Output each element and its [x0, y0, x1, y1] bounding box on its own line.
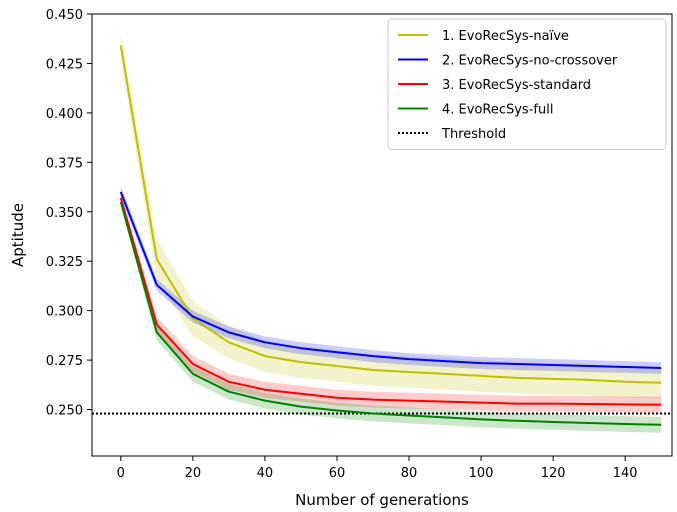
- legend-label: Threshold: [441, 127, 506, 142]
- y-tick-label: 0.325: [46, 255, 83, 270]
- series-1-line: [119, 45, 662, 384]
- series-2-band: [120, 186, 662, 374]
- y-tick-label: 0.350: [46, 206, 83, 221]
- series-2-line: [119, 191, 662, 369]
- y-tick-label: 0.375: [46, 156, 83, 171]
- y-tick-label: 0.300: [46, 305, 83, 320]
- legend-box: [387, 18, 667, 150]
- y-tick-label: 0.275: [46, 354, 83, 369]
- x-tick-label: 60: [329, 466, 346, 481]
- x-tick-label: 20: [185, 466, 202, 481]
- x-tick-label: 100: [469, 466, 494, 481]
- legend: 1. EvoRecSys-naïve 2. EvoRecSys-no-crosso…: [387, 18, 667, 150]
- y-axis-label: Aptitude: [9, 203, 27, 267]
- legend-label: 4. EvoRecSys-full: [442, 103, 553, 118]
- x-tick-label: 0: [117, 466, 125, 481]
- y-tick-label: 0.400: [46, 107, 83, 122]
- plot-frame: [91, 13, 673, 457]
- series-lines: [119, 45, 662, 426]
- y-axis-ticks: 0.250 0.275 0.300 0.325 0.350 0.375 0.400 0.425…: [46, 8, 92, 419]
- y-tick-label: 0.250: [46, 404, 83, 419]
- x-tick-label: 120: [541, 466, 566, 481]
- x-tick-label: 80: [401, 466, 418, 481]
- series-3-line: [119, 197, 662, 406]
- legend-label: 2. EvoRecSys-no-crossover: [442, 54, 618, 69]
- legend-label: 3. EvoRecSys-standard: [442, 78, 591, 93]
- y-tick-label: 0.425: [46, 57, 83, 72]
- x-axis-label: Number of generations: [295, 491, 469, 509]
- y-tick-label: 0.450: [46, 8, 83, 23]
- x-tick-label: 40: [257, 466, 274, 481]
- series-4-line: [119, 201, 662, 426]
- x-axis-ticks: 0 20 40 60 80 100 120 140: [117, 456, 638, 481]
- legend-label: 1. EvoRecSys-naïve: [442, 29, 569, 44]
- x-tick-label: 140: [613, 466, 638, 481]
